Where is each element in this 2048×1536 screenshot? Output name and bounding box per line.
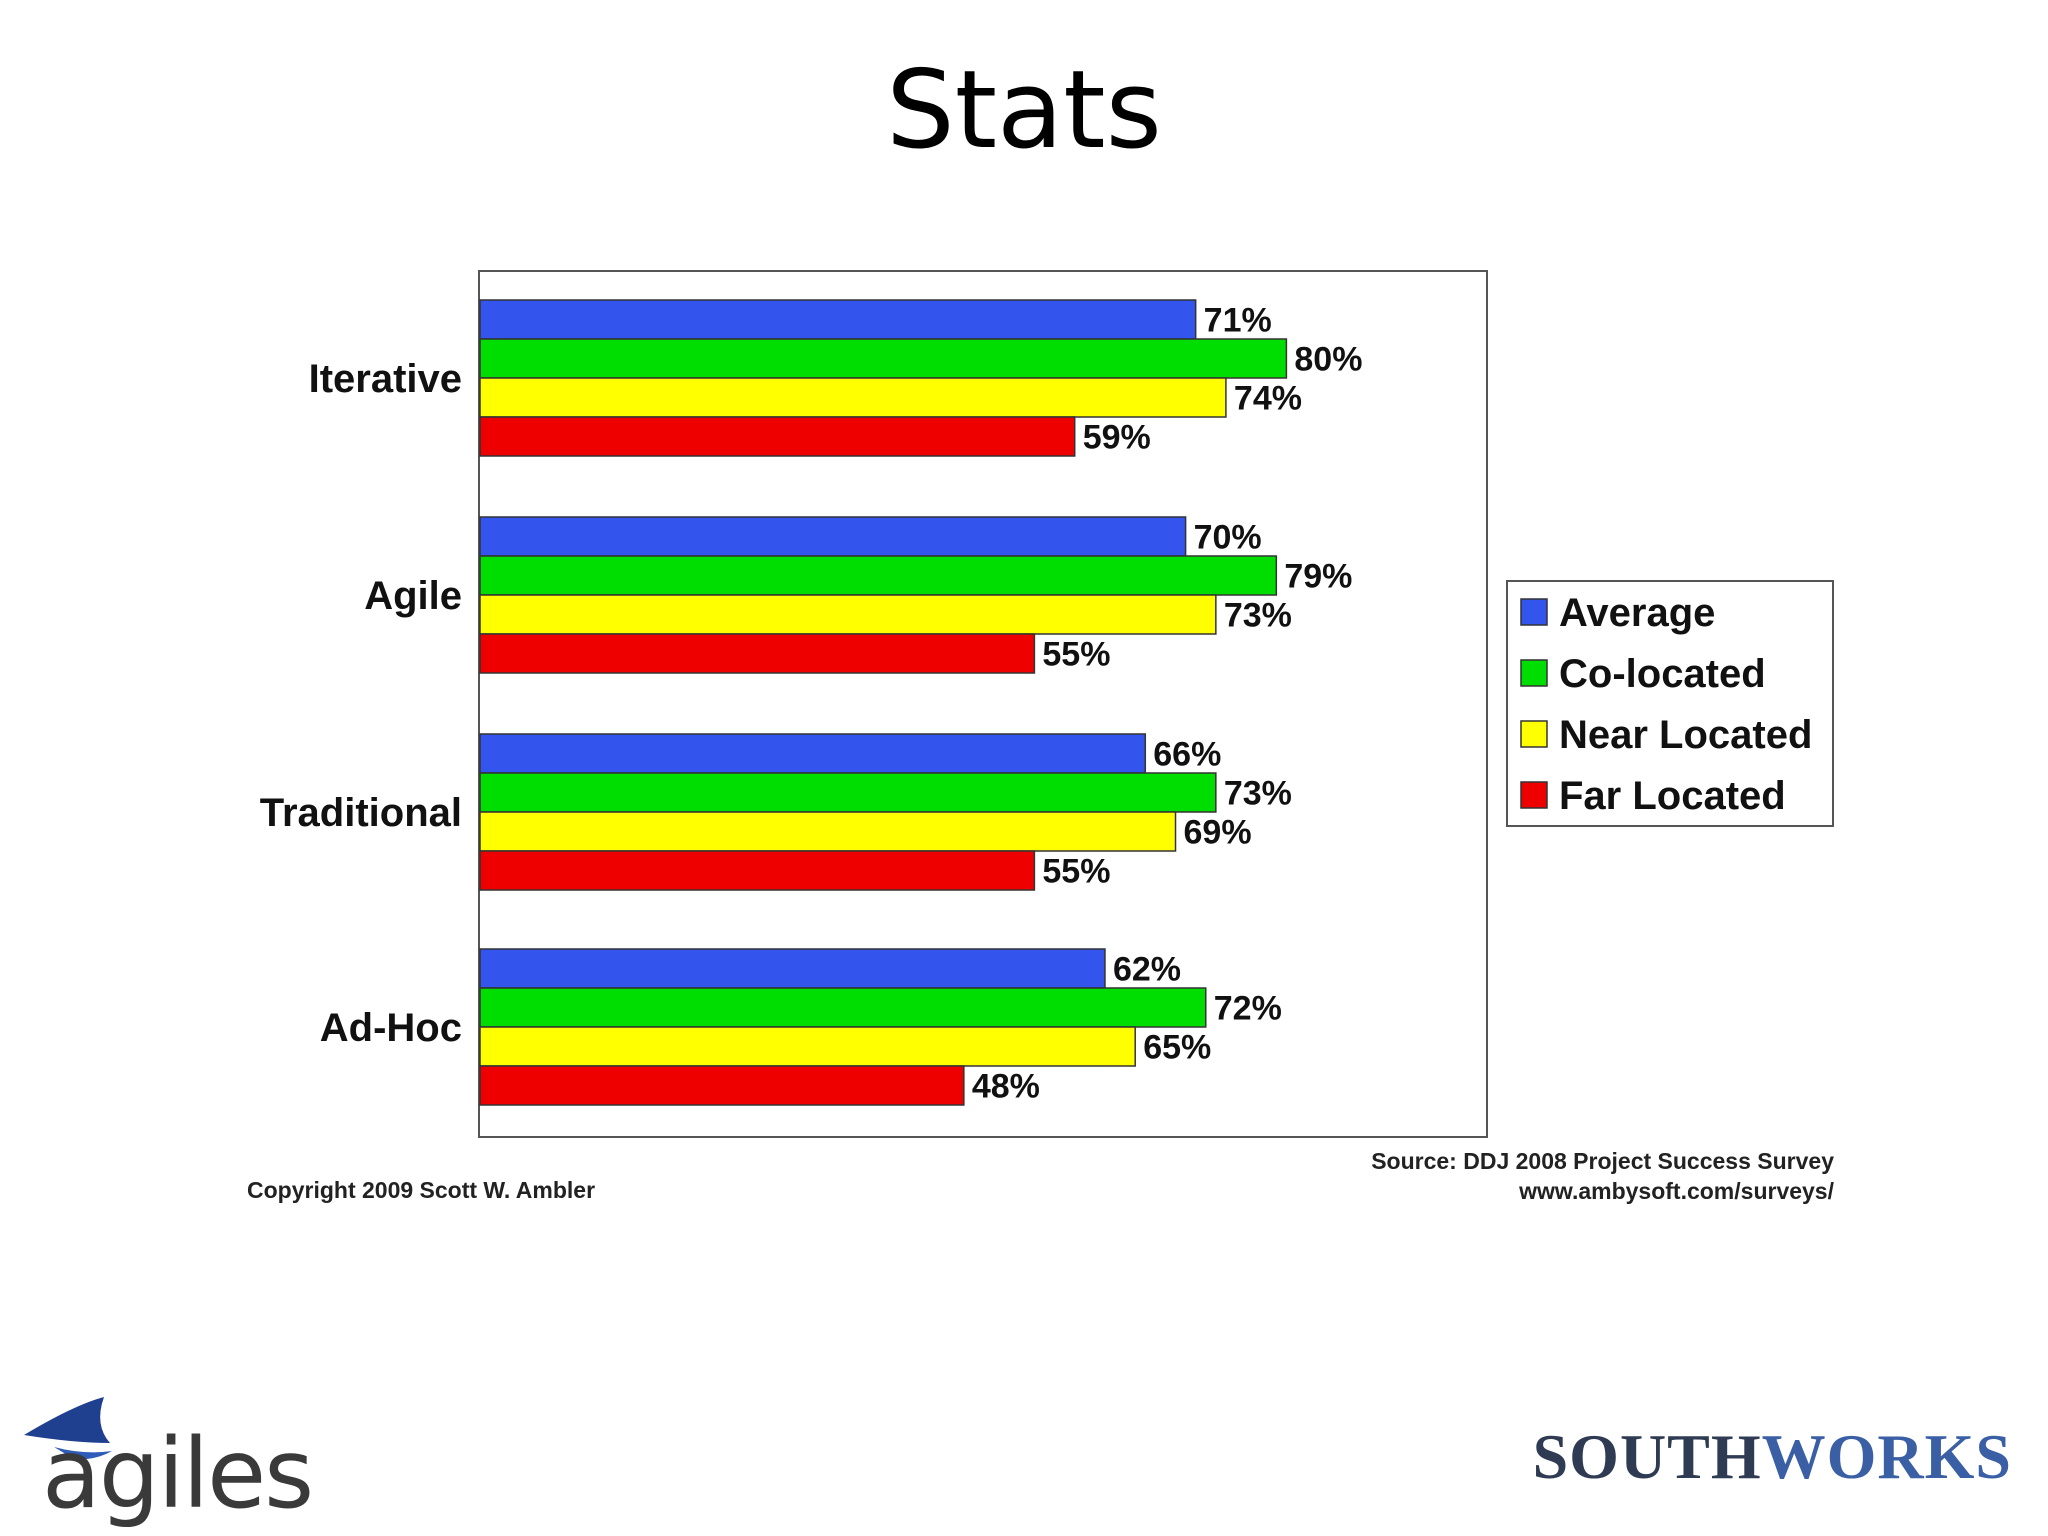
source-note: Source: DDJ 2008 Project Success Survey … [1371, 1146, 1834, 1206]
agiles-logo-text: agiles [42, 1418, 314, 1530]
bar-ad-hoc-far-located [479, 1065, 965, 1106]
source-line-2: www.ambysoft.com/surveys/ [1519, 1178, 1834, 1204]
value-label-traditional-near-located: 69% [1184, 814, 1252, 852]
value-label-ad-hoc-co-located: 72% [1214, 990, 1282, 1028]
value-label-ad-hoc-near-located: 65% [1143, 1029, 1211, 1067]
value-label-ad-hoc-average: 62% [1113, 951, 1181, 989]
value-label-traditional-average: 66% [1153, 736, 1221, 774]
value-label-agile-near-located: 73% [1224, 597, 1292, 635]
southworks-logo: SOUTHWORKS [1533, 1420, 2012, 1494]
legend-label-far-located: Far Located [1559, 774, 1786, 818]
value-label-traditional-far-located: 55% [1042, 853, 1110, 891]
legend: Average Co-located Near Located Far Located [1506, 580, 1834, 827]
value-label-iterative-far-located: 59% [1083, 419, 1151, 457]
agiles-logo-icon [24, 1397, 112, 1460]
southworks-logo-part1: SOUTH [1532, 1421, 1762, 1492]
southworks-logo-part2: WORKS [1761, 1421, 2012, 1492]
bar-iterative-co-located [479, 338, 1288, 379]
bar-ad-hoc-co-located [479, 987, 1207, 1028]
legend-swatch-average [1520, 598, 1548, 626]
bar-traditional-average [479, 733, 1147, 774]
bar-traditional-near-located [479, 811, 1177, 852]
legend-swatch-far-located [1520, 781, 1548, 809]
bar-iterative-near-located [479, 377, 1227, 418]
value-label-agile-co-located: 79% [1284, 558, 1352, 596]
source-line-1: Source: DDJ 2008 Project Success Survey [1371, 1148, 1834, 1174]
value-label-agile-far-located: 55% [1042, 636, 1110, 674]
bars-layer [479, 299, 1288, 1106]
legend-label-average: Average [1559, 591, 1715, 635]
slide-title: Stats [886, 48, 1162, 173]
legend-swatch-near-located [1520, 720, 1548, 748]
legend-frame [1506, 580, 1834, 827]
category-label-iterative: Iterative [309, 357, 462, 401]
category-label-ad-hoc: Ad-Hoc [320, 1006, 462, 1050]
bar-agile-far-located [479, 633, 1036, 674]
value-label-iterative-co-located: 80% [1294, 341, 1362, 379]
bar-agile-co-located [479, 555, 1278, 596]
bar-iterative-far-located [479, 416, 1076, 457]
bar-agile-near-located [479, 594, 1217, 635]
legend-swatch-co-located [1520, 659, 1548, 687]
bar-traditional-co-located [479, 772, 1217, 813]
value-label-ad-hoc-far-located: 48% [972, 1068, 1040, 1106]
bar-ad-hoc-average [479, 948, 1106, 989]
value-label-traditional-co-located: 73% [1224, 775, 1292, 813]
legend-label-co-located: Co-located [1559, 652, 1766, 696]
value-label-agile-average: 70% [1194, 519, 1262, 557]
labels-layer: 71%80%74%59%Iterative70%79%73%55%Agile66… [260, 302, 1363, 1106]
category-label-traditional: Traditional [260, 791, 462, 835]
copyright-note: Copyright 2009 Scott W. Ambler [247, 1177, 596, 1203]
bar-iterative-average [479, 299, 1197, 340]
legend-label-near-located: Near Located [1559, 713, 1812, 757]
value-label-iterative-average: 71% [1204, 302, 1272, 340]
category-label-agile: Agile [364, 574, 462, 618]
bar-agile-average [479, 516, 1187, 557]
value-label-iterative-near-located: 74% [1234, 380, 1302, 418]
bar-traditional-far-located [479, 850, 1036, 891]
bar-ad-hoc-near-located [479, 1026, 1136, 1067]
